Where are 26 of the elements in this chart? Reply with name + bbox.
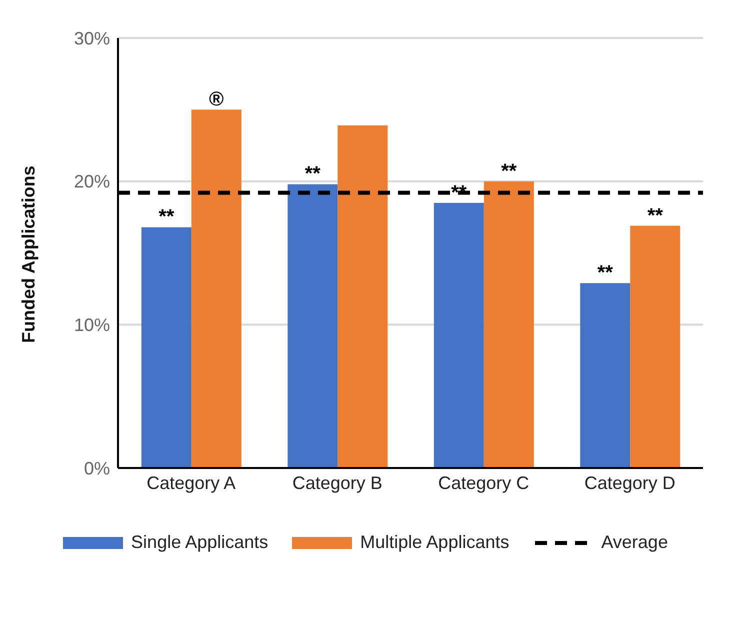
y-tick-label: 10% (74, 315, 110, 336)
y-tick-label: 30% (74, 28, 110, 48)
bar (630, 226, 680, 468)
bar (141, 227, 192, 468)
bar (338, 125, 388, 468)
x-tick-label: Category D (584, 472, 676, 493)
x-tick-label: Category C (438, 472, 530, 493)
y-tick-label: 20% (74, 172, 110, 192)
data-label: ** (501, 160, 517, 182)
legend-label: Average (601, 532, 668, 553)
legend-label: Single Applicants (131, 532, 268, 553)
legend-label: Multiple Applicants (360, 532, 510, 553)
bar (191, 110, 242, 468)
y-tick-label: 0% (84, 458, 110, 478)
data-label: ® (209, 88, 224, 111)
bar (580, 283, 630, 468)
y-axis-title: Funded Applications (18, 166, 38, 343)
data-label: ** (304, 163, 321, 186)
x-tick-label: Category A (146, 472, 236, 493)
bar (434, 202, 484, 468)
bar (484, 181, 534, 468)
data-label: ** (647, 204, 664, 227)
x-tick-label: Category B (292, 472, 382, 493)
data-label: ** (597, 262, 614, 284)
data-label: ** (158, 206, 174, 228)
bar (288, 184, 338, 468)
